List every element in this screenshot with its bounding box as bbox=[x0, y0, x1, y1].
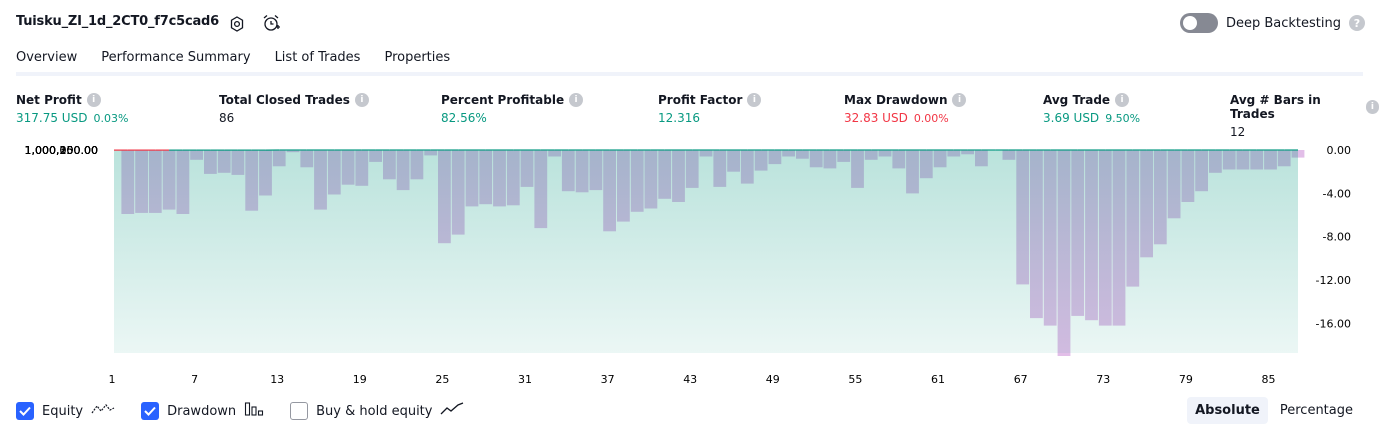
metric-label: Avg Trade bbox=[1043, 93, 1111, 107]
metric-percent: 0.03% bbox=[93, 112, 129, 125]
tab-list-of-trades[interactable]: List of Trades bbox=[274, 50, 361, 65]
metric-percent-profitable: Percent Profitable i 82.56% bbox=[441, 93, 584, 125]
left-axis-tick-label: 1,000,200.00 bbox=[25, 144, 98, 157]
tab-overview[interactable]: Overview bbox=[16, 44, 78, 75]
x-axis-tick-label: 1 bbox=[109, 373, 116, 386]
metric-value: 82.56% bbox=[441, 111, 487, 125]
x-axis-tick-label: 49 bbox=[766, 373, 780, 386]
legend-buy-hold-equity[interactable]: Buy & hold equity bbox=[290, 402, 464, 420]
x-axis-tick-label: 43 bbox=[683, 373, 697, 386]
left-axis: 1,000,300.001,000,250.001,000,200.001,00… bbox=[25, 144, 98, 157]
metric-avg-trade: Avg Trade i 3.69 USD 9.50% bbox=[1043, 93, 1140, 125]
metric-net-profit: Net Profit i 317.75 USD 0.03% bbox=[16, 93, 128, 125]
right-axis-tick-label: -16.00 bbox=[1316, 318, 1351, 331]
metric-label: Max Drawdown bbox=[844, 93, 948, 107]
equity-line-icon bbox=[91, 402, 115, 420]
buyhold-line-icon bbox=[440, 402, 464, 420]
right-axis: 0.00 -4.00 -8.00 -12.00 -16.00 bbox=[1316, 144, 1351, 331]
x-axis-tick-label: 85 bbox=[1262, 373, 1276, 386]
tab-properties[interactable]: Properties bbox=[384, 50, 451, 65]
x-axis-tick-label: 55 bbox=[848, 373, 862, 386]
legend-label: Equity bbox=[42, 403, 84, 419]
x-axis-tick-label: 7 bbox=[191, 373, 198, 386]
absolute-option[interactable]: Absolute bbox=[1187, 397, 1268, 424]
metric-label: Profit Factor bbox=[658, 93, 743, 107]
x-axis-tick-label: 25 bbox=[435, 373, 449, 386]
buy-hold-checkbox[interactable] bbox=[290, 402, 309, 420]
x-axis-tick-label: 19 bbox=[353, 373, 367, 386]
tab-bar: Overview Performance Summary List of Tra… bbox=[16, 44, 451, 75]
metric-value: 3.69 USD bbox=[1043, 111, 1100, 125]
drawdown-bars-icon bbox=[244, 401, 264, 421]
x-axis-tick-label: 13 bbox=[270, 373, 284, 386]
info-icon[interactable]: i bbox=[354, 93, 369, 107]
metric-percent: 9.50% bbox=[1105, 112, 1141, 125]
metric-avg-bars-in-trades: Avg # Bars in Trades i 12 bbox=[1230, 93, 1379, 139]
left-axis-tick-label: 1,000,050.00 bbox=[25, 144, 98, 157]
metric-max-drawdown: Max Drawdown i 32.83 USD 0.00% bbox=[844, 93, 967, 125]
deep-backtesting-control: Deep Backtesting ? bbox=[1179, 13, 1365, 33]
right-axis-tick-label: -12.00 bbox=[1316, 274, 1351, 287]
metric-label: Net Profit bbox=[16, 93, 82, 107]
metric-profit-factor: Profit Factor i 12.316 bbox=[658, 93, 762, 125]
left-axis-tick-label: 1,000,300.00 bbox=[25, 144, 98, 157]
legend-drawdown[interactable]: Drawdown bbox=[141, 401, 264, 421]
percentage-option[interactable]: Percentage bbox=[1279, 403, 1353, 418]
metric-label: Total Closed Trades bbox=[219, 93, 350, 107]
help-icon[interactable]: ? bbox=[1349, 15, 1365, 31]
metric-value: 12 bbox=[1230, 125, 1246, 139]
x-axis: 1 7 13 19 25 31 37 43 49 55 61 67 73 79 85 bbox=[109, 373, 1276, 386]
drawdown-checkbox[interactable] bbox=[141, 402, 160, 420]
left-axis-tick-label: 1,000,150.00 bbox=[25, 144, 98, 157]
x-axis-tick-label: 37 bbox=[601, 373, 615, 386]
metric-percent: 0.00% bbox=[913, 112, 949, 125]
metric-total-closed-trades: Total Closed Trades i 86 bbox=[219, 93, 369, 125]
info-icon[interactable]: i bbox=[569, 93, 584, 107]
deep-backtesting-toggle[interactable] bbox=[1179, 13, 1218, 33]
x-axis-tick-label: 61 bbox=[931, 373, 945, 386]
right-axis-tick-label: -4.00 bbox=[1323, 187, 1351, 200]
x-axis-tick-label: 67 bbox=[1014, 373, 1028, 386]
legend-label: Buy & hold equity bbox=[316, 403, 433, 419]
info-icon[interactable]: i bbox=[747, 93, 762, 107]
info-icon[interactable]: i bbox=[1365, 100, 1379, 114]
equity-drawdown-chart[interactable]: 1,000,300.001,000,250.001,000,200.001,00… bbox=[0, 140, 1379, 390]
deep-backtesting-label: Deep Backtesting bbox=[1225, 15, 1341, 31]
right-axis-tick-label: -8.00 bbox=[1323, 231, 1351, 244]
left-axis-tick-label: 1,000,100.00 bbox=[25, 144, 98, 157]
info-icon[interactable]: i bbox=[952, 93, 967, 107]
x-axis-tick-label: 79 bbox=[1179, 373, 1193, 386]
tab-performance-summary[interactable]: Performance Summary bbox=[101, 50, 251, 65]
metric-value: 317.75 USD bbox=[16, 111, 88, 125]
tab-divider bbox=[16, 72, 1363, 76]
metric-value: 32.83 USD bbox=[844, 111, 908, 125]
x-axis-tick-label: 73 bbox=[1096, 373, 1110, 386]
metric-value: 12.316 bbox=[658, 111, 700, 125]
info-icon[interactable]: i bbox=[1115, 93, 1130, 107]
equity-checkbox[interactable] bbox=[16, 402, 34, 420]
equity-area bbox=[114, 150, 1298, 353]
gear-icon[interactable] bbox=[227, 14, 247, 34]
legend-equity[interactable]: Equity bbox=[16, 402, 115, 420]
x-axis-tick-label: 31 bbox=[518, 373, 532, 386]
metric-label: Percent Profitable bbox=[441, 93, 565, 107]
metric-label: Avg # Bars in Trades bbox=[1230, 93, 1321, 121]
left-axis-tick-label: 1,000,000.00 bbox=[25, 144, 98, 157]
chart-legend: Equity Drawdown Buy & hold equity bbox=[16, 401, 464, 421]
strategy-title: Tuisku_ZI_1d_2CT0_f7c5cad6 bbox=[16, 14, 219, 29]
scale-toggle: Absolute Percentage bbox=[1187, 397, 1361, 424]
alarm-clock-plus-icon[interactable] bbox=[261, 13, 281, 33]
metric-value: 86 bbox=[219, 111, 235, 125]
info-icon[interactable]: i bbox=[86, 93, 101, 107]
right-axis-tick-label: 0.00 bbox=[1327, 144, 1352, 157]
left-axis-tick-label: 1,000,250.00 bbox=[25, 144, 98, 157]
legend-label: Drawdown bbox=[167, 403, 237, 419]
